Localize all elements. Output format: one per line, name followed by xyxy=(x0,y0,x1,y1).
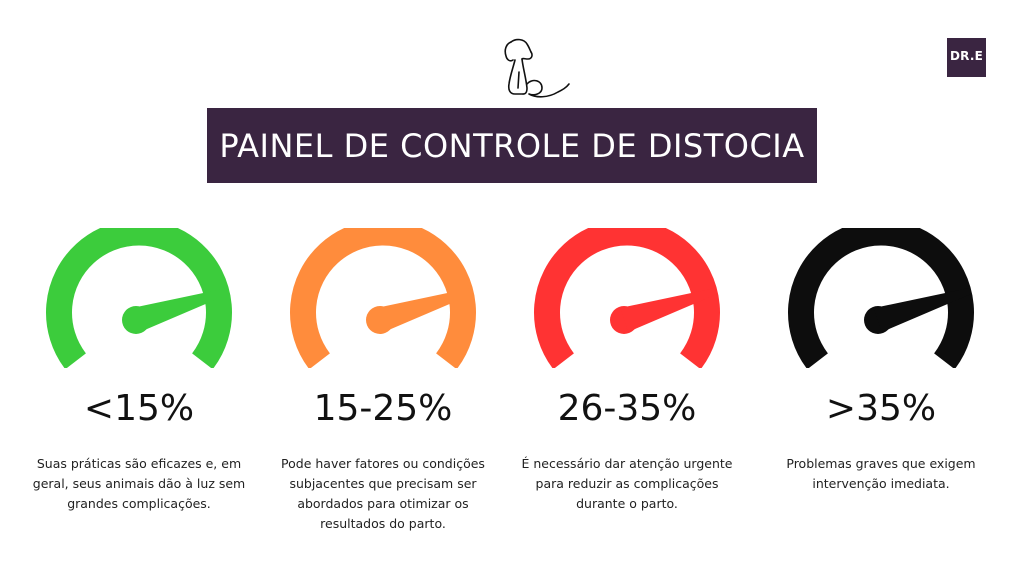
gauge-card-moderate: 15-25% Pode haver fatores ou condições s… xyxy=(268,228,498,531)
gauge-arc xyxy=(290,228,476,368)
gauge-label: <15% xyxy=(83,388,195,429)
gauge-card-severe: >35% Problemas graves que exigem interve… xyxy=(766,228,996,491)
gauge-needle xyxy=(376,288,473,332)
gauge-label: 15-25% xyxy=(313,388,453,429)
gauge-high xyxy=(534,228,720,368)
gauge-description: É necessário dar atenção urgente para re… xyxy=(521,456,733,511)
dog-icon xyxy=(504,38,570,98)
gauge-arc xyxy=(534,228,720,368)
logo-text: DR.E xyxy=(950,49,983,63)
gauge-severe xyxy=(788,228,974,368)
gauge-low xyxy=(46,228,232,368)
gauge-arc xyxy=(788,228,974,368)
gauge-needle xyxy=(874,288,971,332)
page-title: PAINEL DE CONTROLE DE DISTOCIA xyxy=(219,126,805,165)
gauge-needle xyxy=(132,288,229,332)
gauge-label: 26-35% xyxy=(557,388,697,429)
gauge-arc xyxy=(46,228,232,368)
gauge-card-low: <15% Suas práticas são eficazes e, em ge… xyxy=(24,228,254,511)
gauge-needle xyxy=(620,288,717,332)
gauge-description: Suas práticas são eficazes e, em geral, … xyxy=(32,456,246,511)
gauge-description: Pode haver fatores ou condições subjacen… xyxy=(281,456,485,531)
gauge-description: Problemas graves que exigem intervenção … xyxy=(786,456,976,491)
gauge-label: >35% xyxy=(825,388,937,429)
gauge-moderate xyxy=(290,228,476,368)
title-banner: PAINEL DE CONTROLE DE DISTOCIA xyxy=(207,108,817,183)
gauge-card-high: 26-35% É necessário dar atenção urgente … xyxy=(512,228,742,511)
brand-logo: DR.E xyxy=(947,38,986,77)
